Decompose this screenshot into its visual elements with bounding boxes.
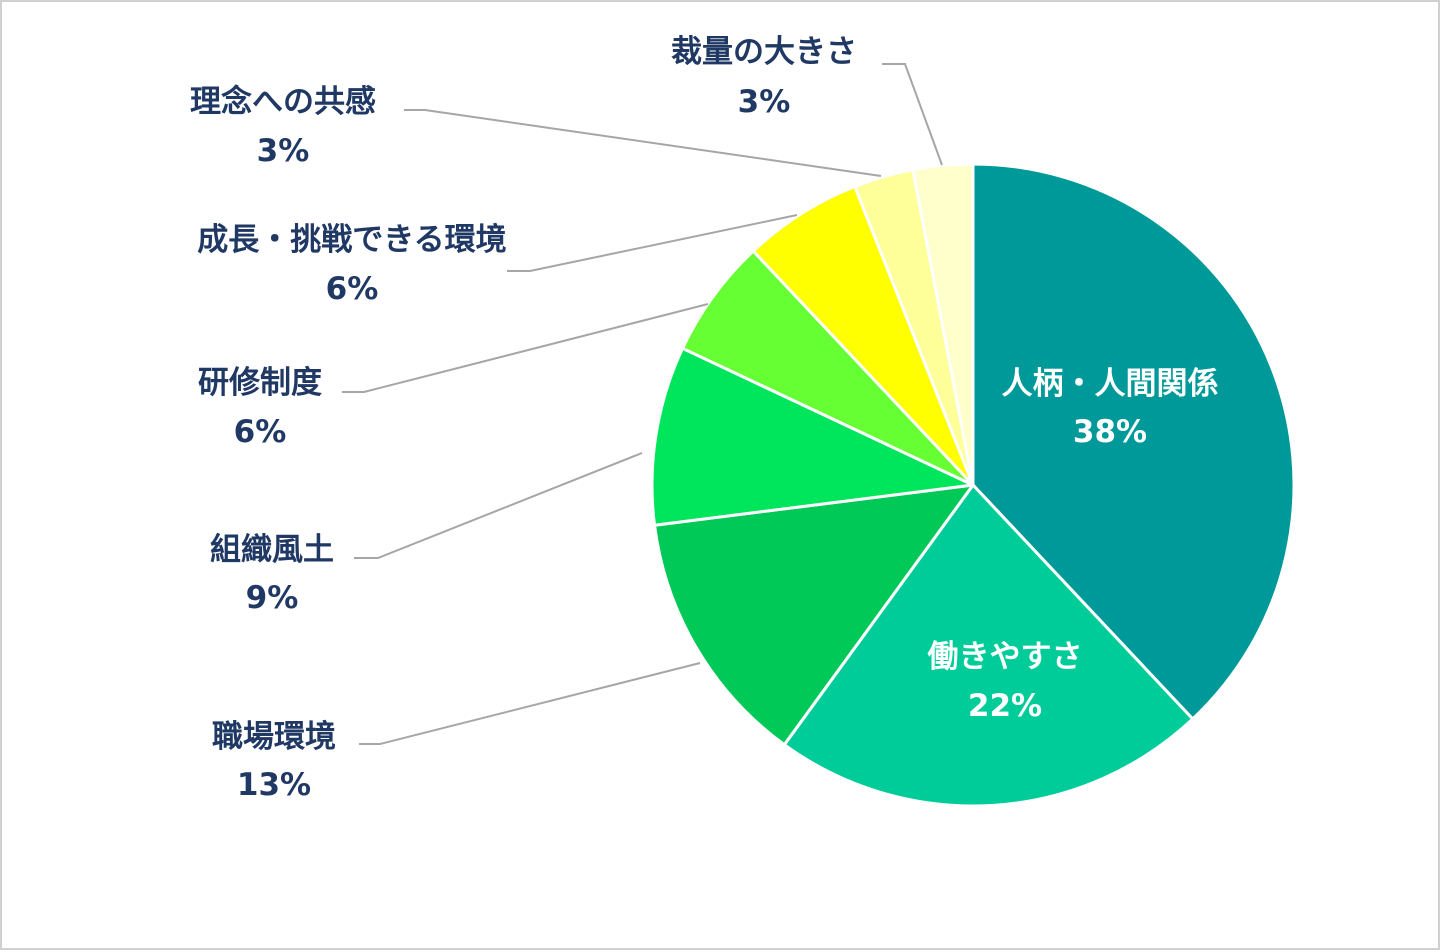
pie-slice-1 <box>782 483 1195 808</box>
slice-value-2: 13% <box>237 767 311 803</box>
leader-line-3 <box>354 452 643 559</box>
pie-slice-3 <box>650 346 975 527</box>
pie-slice-4 <box>681 249 975 487</box>
slice-value-7: 3% <box>738 84 791 120</box>
slice-value-3: 9% <box>246 580 299 616</box>
pie-slice-5 <box>751 185 975 487</box>
pie-slice-0 <box>971 162 1296 721</box>
leader-line-6 <box>404 109 882 177</box>
slice-label-1: 働きやすさ <box>928 639 1083 675</box>
pie-slices <box>650 162 1296 808</box>
slice-label-3: 組織風土 <box>210 532 334 568</box>
slice-value-1: 22% <box>968 688 1042 724</box>
slice-label-5: 成長・挑戦できる環境 <box>197 222 506 258</box>
slice-value-6: 3% <box>257 133 310 169</box>
leader-line-5 <box>507 214 798 272</box>
slice-labels: 人柄・人間関係 38% 働きやすさ 22% 職場環境 13% 組織風土 9% 研… <box>190 34 1219 803</box>
slice-label-0: 人柄・人間関係 <box>1002 366 1219 402</box>
slice-label-6: 理念への共感 <box>190 84 376 120</box>
pie-slice-2 <box>653 483 975 747</box>
slice-label-7: 裁量の大きさ <box>671 34 857 70</box>
slice-label-4: 研修制度 <box>198 365 322 401</box>
leader-lines <box>342 63 943 745</box>
leader-line-4 <box>342 303 709 393</box>
slice-value-4: 6% <box>234 414 287 450</box>
slice-label-2: 職場環境 <box>212 719 336 755</box>
pie-slice-7 <box>911 162 975 487</box>
leader-line-7 <box>882 63 943 166</box>
slice-value-0: 38% <box>1073 414 1147 450</box>
slice-value-5: 6% <box>326 271 379 307</box>
leader-line-2 <box>359 662 701 745</box>
